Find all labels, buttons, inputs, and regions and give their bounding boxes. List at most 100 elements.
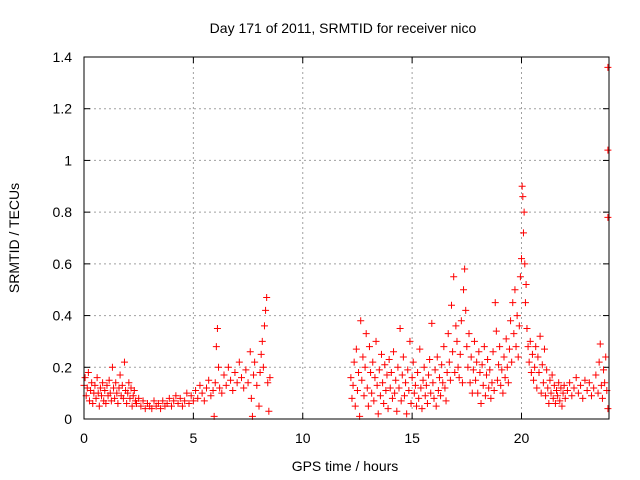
data-point [390, 348, 398, 356]
data-point [84, 368, 92, 376]
data-point [185, 399, 193, 407]
data-point [472, 376, 480, 384]
data-point [258, 337, 266, 345]
data-point [474, 389, 482, 397]
data-point [359, 353, 367, 361]
data-point [594, 389, 602, 397]
data-point [385, 356, 393, 364]
data-point [425, 371, 433, 379]
data-point [521, 299, 529, 307]
data-point [159, 397, 167, 405]
data-point [543, 366, 551, 374]
data-point [507, 317, 515, 325]
data-point [141, 405, 149, 413]
data-point [209, 387, 217, 395]
data-point [398, 371, 406, 379]
tick-labels: 0 0.2 0.4 0.6 0.8 1 1.2 1.4 0 5 10 15 20 [53, 49, 530, 446]
data-point [590, 384, 598, 392]
data-point [465, 330, 473, 338]
data-point [371, 374, 379, 382]
data-point [570, 384, 578, 392]
data-point [351, 402, 359, 410]
data-point [435, 374, 443, 382]
data-point [428, 319, 436, 327]
data-point [99, 379, 107, 387]
x-tick-label: 20 [514, 430, 530, 446]
data-point [92, 394, 100, 402]
data-point [392, 376, 400, 384]
data-point [235, 358, 243, 366]
data-point [198, 389, 206, 397]
data-point [493, 376, 501, 384]
data-point [604, 146, 612, 154]
data-point [362, 330, 370, 338]
data-point [215, 363, 223, 371]
data-point [170, 397, 178, 405]
data-point [547, 389, 555, 397]
data-point [496, 343, 504, 351]
data-point [352, 345, 360, 353]
data-point [367, 368, 375, 376]
data-point [207, 392, 215, 400]
data-point [488, 379, 496, 387]
data-point [604, 63, 612, 71]
data-point [416, 345, 424, 353]
data-point [469, 366, 477, 374]
data-point [264, 379, 272, 387]
data-point [154, 399, 162, 407]
data-point [442, 397, 450, 405]
data-point [250, 371, 258, 379]
data-point [513, 312, 521, 320]
data-point [178, 402, 186, 410]
data-point [375, 366, 383, 374]
data-point [96, 384, 104, 392]
data-point [111, 394, 119, 402]
data-point [598, 394, 606, 402]
data-point [519, 229, 527, 237]
data-point [556, 397, 564, 405]
data-point [429, 379, 437, 387]
data-point [588, 392, 595, 400]
data-point [521, 260, 529, 268]
data-point [357, 317, 365, 325]
data-point [415, 394, 423, 402]
data-point [382, 387, 390, 395]
data-point [224, 363, 232, 371]
data-point [433, 353, 441, 361]
data-point [265, 407, 273, 415]
data-point [518, 182, 526, 190]
data-point [585, 379, 593, 387]
data-point [347, 374, 355, 382]
data-point [112, 379, 120, 387]
data-point [135, 394, 143, 402]
data-point [419, 376, 427, 384]
data-point [583, 387, 591, 395]
data-point [540, 345, 548, 353]
x-tick-label: 15 [404, 430, 420, 446]
data-point [453, 337, 461, 345]
data-point [489, 348, 497, 356]
data-point [372, 337, 380, 345]
data-point [486, 366, 494, 374]
data-point [150, 397, 158, 405]
chart-title: Day 171 of 2011, SRMTID for receiver nic… [210, 20, 477, 36]
data-point [420, 363, 428, 371]
data-point [409, 358, 417, 366]
data-point [441, 384, 449, 392]
data-point [148, 405, 156, 413]
data-point [477, 399, 485, 407]
data-point [387, 368, 395, 376]
data-point [380, 399, 388, 407]
data-point [196, 381, 204, 389]
data-point [189, 397, 197, 405]
data-point [484, 356, 492, 364]
data-point [509, 299, 517, 307]
data-point [518, 255, 525, 263]
data-point [430, 394, 438, 402]
data-point [568, 392, 576, 400]
data-point [458, 379, 466, 387]
data-point [431, 366, 439, 374]
data-point [504, 379, 512, 387]
data-point [124, 389, 132, 397]
